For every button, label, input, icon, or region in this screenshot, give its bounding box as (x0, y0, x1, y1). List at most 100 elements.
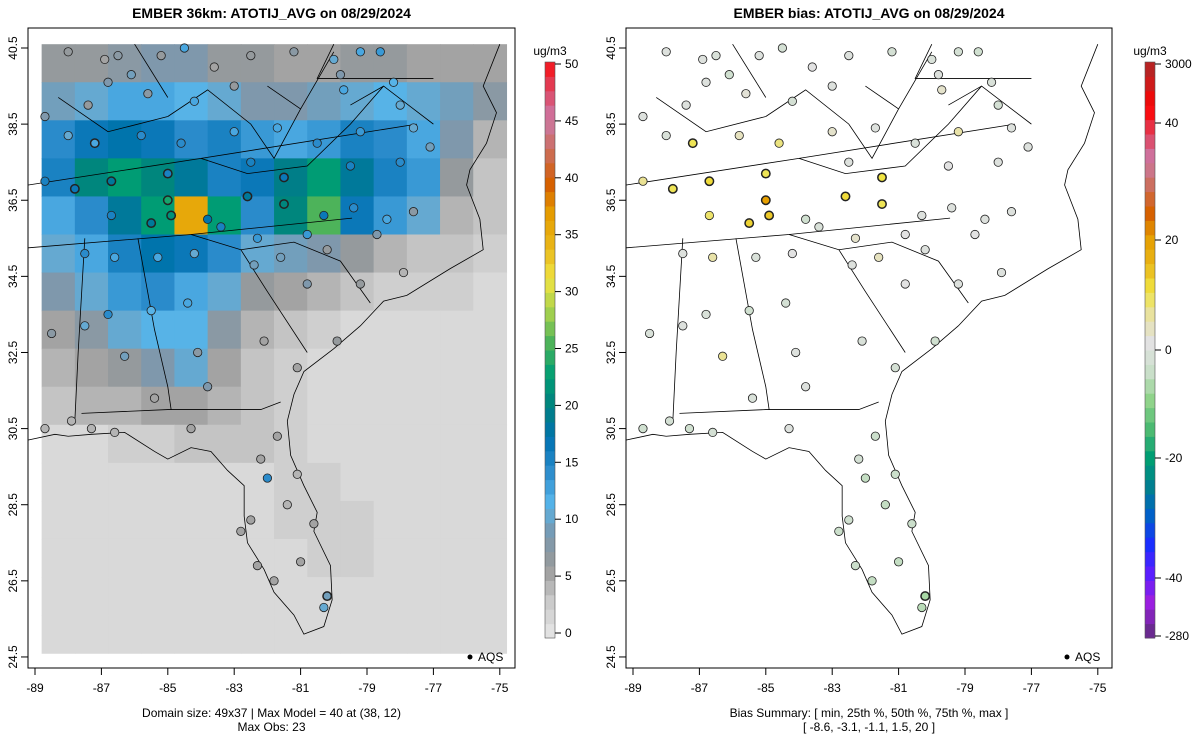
station-point (292, 469, 302, 479)
colorbar-swatch (545, 551, 555, 567)
x-tick-label: -89 (26, 681, 44, 695)
boundary-line (788, 234, 969, 304)
station-point (970, 229, 980, 240)
y-tick-label: 32.5 (6, 340, 20, 364)
grid-cell (240, 615, 275, 654)
station-point (193, 347, 203, 358)
y-tick-label: 30.5 (6, 417, 20, 441)
boundary-line (137, 238, 172, 410)
colorbar-swatch (545, 76, 555, 92)
grid-cell (174, 500, 209, 540)
station-point (854, 454, 864, 464)
concentration-colorbar: ug/m3 0 5 10 15 20 25 30 35 40 45 50 (533, 44, 578, 640)
grid-cell (340, 196, 375, 236)
grid-cell (473, 158, 508, 198)
colorbar-swatch (1145, 220, 1155, 236)
colorbar-swatch (545, 594, 555, 610)
x-tick-label: -83 (226, 681, 244, 695)
grid-cell (207, 386, 242, 426)
colorbar-swatch (1145, 364, 1155, 380)
grid-cell (406, 158, 441, 198)
boundary-line (200, 85, 384, 175)
legend-marker (1064, 654, 1070, 660)
grid-cell (108, 538, 142, 578)
grid-cell (274, 615, 308, 654)
grid-cell (240, 82, 275, 121)
station-point (40, 176, 50, 186)
grid-cell (274, 348, 308, 388)
x-tick-label: -75 (1089, 681, 1107, 695)
grid-cell (406, 538, 441, 578)
grid-cell (240, 577, 275, 616)
station-point (953, 47, 963, 57)
station-point (329, 54, 339, 65)
station-point (236, 526, 246, 536)
colorbar-swatch (1145, 134, 1155, 149)
station-point (850, 233, 861, 243)
station-point (917, 602, 927, 613)
station-point (332, 336, 342, 346)
station-markers (638, 43, 1033, 613)
grid-cell (41, 348, 76, 388)
station-point (1006, 207, 1017, 217)
grid-cell (141, 577, 176, 616)
colorbar-swatch (1145, 522, 1155, 538)
colorbar-swatch (545, 62, 555, 77)
station-point (106, 176, 117, 187)
station-point (259, 336, 269, 346)
y-tick-label: 38.5 (6, 112, 20, 136)
station-point (801, 214, 811, 224)
colorbar-swatch (545, 234, 555, 250)
grid-cell (240, 500, 275, 540)
colorbar-swatch (545, 177, 555, 193)
station-point (840, 191, 851, 202)
grid-cell (340, 462, 375, 502)
station-point (295, 557, 306, 567)
grid-cell (373, 424, 408, 464)
station-point (106, 210, 116, 221)
station-point (814, 222, 824, 232)
colorbar-tick-label: 0 (1165, 343, 1172, 357)
grid-cell (274, 272, 308, 312)
legend-label: AQS (478, 650, 503, 664)
plot-frame (27, 27, 516, 669)
grid-cell (207, 577, 242, 616)
x-tick-label: -85 (757, 681, 775, 695)
colorbar-swatch (545, 508, 555, 524)
grid-cell (174, 158, 209, 198)
boundary-line (656, 97, 766, 133)
colorbar-tick-label: 5 (565, 569, 572, 583)
station-point (777, 43, 788, 53)
station-point (83, 100, 93, 110)
station-point (40, 423, 50, 434)
colorbar-swatch (545, 623, 555, 639)
station-point (887, 47, 897, 57)
colorbar-tick-label: 45 (565, 114, 579, 128)
x-tick-label: -81 (890, 681, 908, 695)
grid-cell (207, 500, 242, 540)
grid-cell (108, 386, 142, 426)
grid-cell (373, 538, 408, 578)
station-point (877, 172, 887, 183)
grid-cell (473, 348, 508, 388)
colorbar-swatch (545, 162, 555, 178)
grid-cell (41, 577, 76, 616)
grid-cell (240, 538, 275, 578)
station-point (754, 51, 764, 61)
grid-cell (406, 500, 441, 540)
station-point (844, 515, 854, 525)
station-point (110, 427, 120, 438)
station-point (319, 210, 329, 221)
colorbar-swatch (545, 119, 555, 135)
station-point (953, 127, 963, 137)
station-point (701, 77, 711, 87)
station-point (644, 328, 655, 339)
grid-cell (440, 577, 474, 616)
colorbar-swatch (1145, 306, 1155, 322)
grid-cell (240, 158, 275, 198)
x-tick-label: -83 (824, 681, 842, 695)
colorbar-swatch (545, 134, 555, 149)
station-point (40, 111, 50, 122)
colorbar-tick-label: 40 (565, 171, 579, 185)
